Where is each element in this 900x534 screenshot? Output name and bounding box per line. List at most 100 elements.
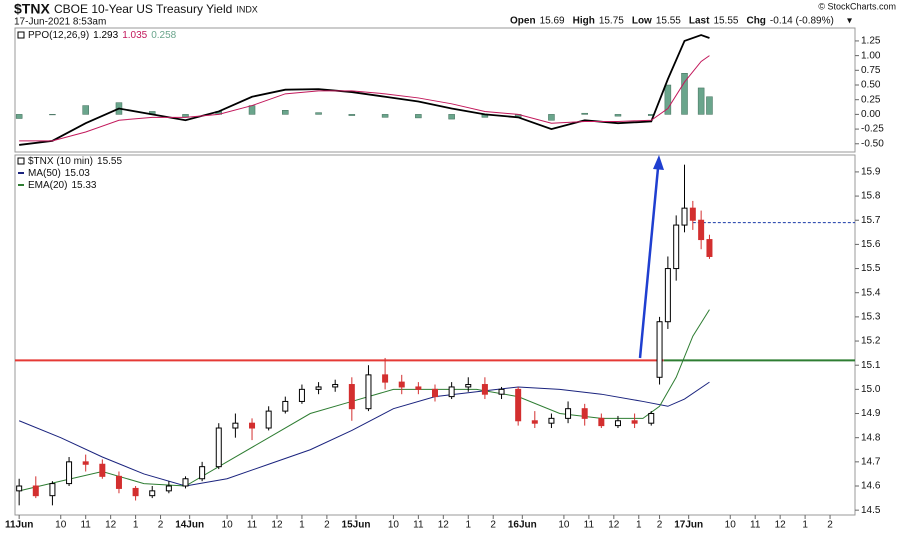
x-tick-label: 10 xyxy=(558,520,570,531)
candle-body xyxy=(673,224,680,270)
candle-body xyxy=(515,388,522,422)
annotation-arrow xyxy=(638,167,660,359)
y-tick-label: 15.4 xyxy=(861,287,881,298)
legend-value: 15.55 xyxy=(97,156,122,167)
credit: © StockCharts.com xyxy=(818,1,896,11)
x-tick-label: 11 xyxy=(750,520,761,531)
candle-body xyxy=(681,207,688,226)
candle-body xyxy=(365,374,372,410)
candle-body xyxy=(448,386,455,398)
x-tick-label: 1 xyxy=(133,520,139,531)
timestamp: 17-Jun-2021 8:53am xyxy=(14,17,106,28)
histogram-bar xyxy=(348,114,356,116)
x-tick-label: 11Jun xyxy=(5,520,33,531)
legend: $TNX (10 min) 15.55 xyxy=(28,156,122,167)
histogram-bar xyxy=(664,84,672,115)
ppo-panel xyxy=(14,27,856,153)
histogram-bar xyxy=(581,112,588,115)
y-tick-label: 15.2 xyxy=(861,336,881,347)
histogram-bar xyxy=(82,105,89,115)
candle-body xyxy=(648,413,655,424)
candle-body xyxy=(598,417,605,427)
candle-body xyxy=(689,207,696,221)
candle-body xyxy=(531,420,538,424)
indicator-line xyxy=(19,55,710,142)
indicator-line xyxy=(19,34,710,146)
candle-body xyxy=(432,388,438,398)
y-tick-label: 15.1 xyxy=(861,360,881,371)
candle-body xyxy=(232,422,239,429)
y-tick-label: 15.9 xyxy=(861,167,881,178)
candle-body xyxy=(382,374,389,383)
candle-body xyxy=(664,268,671,323)
candle-body xyxy=(631,420,638,424)
x-tick-label: 14Jun xyxy=(175,520,204,531)
legend: PPO(12,26,9) 1.293 1.035 0.258 xyxy=(28,30,177,41)
candle-body xyxy=(415,386,422,390)
candle-body xyxy=(265,410,272,429)
x-tick-label: 11 xyxy=(80,520,91,531)
candle-body xyxy=(99,463,106,477)
x-tick-label: 11 xyxy=(413,520,424,531)
y-tick-label: 1.00 xyxy=(861,50,881,61)
candle-body xyxy=(32,485,39,497)
legend-value: 0.258 xyxy=(151,30,176,41)
quote-label: Low xyxy=(632,16,652,27)
x-tick-label: 11 xyxy=(247,520,258,531)
candle-body xyxy=(481,384,488,395)
candle-body xyxy=(348,384,355,410)
histogram-bar xyxy=(15,114,23,119)
legend-label: PPO(12,26,9) xyxy=(28,30,89,41)
arrow-head xyxy=(653,155,664,170)
candle-body xyxy=(49,483,56,497)
y-tick-label: 15.3 xyxy=(861,312,881,323)
y-tick-label: 1.25 xyxy=(861,36,881,47)
y-tick-label: 15.0 xyxy=(861,384,881,395)
x-tick-label: 12 xyxy=(775,520,787,531)
y-tick-label: 14.6 xyxy=(861,481,881,492)
candle-body xyxy=(182,478,189,487)
symbol: $TNX xyxy=(14,1,50,17)
legend-value: 1.035 xyxy=(122,30,147,41)
histogram-bar xyxy=(415,114,422,119)
legend-value: 15.03 xyxy=(65,168,90,179)
x-tick-label: 2 xyxy=(657,520,663,531)
legend: EMA(20) 15.33 xyxy=(28,180,97,191)
dropdown-icon[interactable]: ▾ xyxy=(847,16,852,27)
y-tick-label: 15.8 xyxy=(861,191,881,202)
legend-value: 15.33 xyxy=(71,180,96,191)
x-tick-label: 2 xyxy=(324,520,330,531)
y-tick-label: 15.5 xyxy=(861,263,881,274)
average-line xyxy=(18,381,710,487)
average-line xyxy=(19,309,710,492)
x-tick-label: 12 xyxy=(438,520,450,531)
quote-label: Chg xyxy=(746,16,765,27)
candle-body xyxy=(298,388,305,402)
x-tick-label: 10 xyxy=(222,520,234,531)
legend-label: $TNX (10 min) xyxy=(28,156,93,167)
y-tick-label: 0.75 xyxy=(861,65,881,76)
x-tick-label: 15Jun xyxy=(342,520,371,531)
histogram-bar xyxy=(49,114,56,116)
histogram-bar xyxy=(248,105,256,115)
x-tick-label: 1 xyxy=(299,520,305,531)
quote-value: -0.14 (-0.89%) xyxy=(770,16,834,27)
histogram-bar xyxy=(614,114,622,117)
quote-label: Open xyxy=(510,16,536,27)
x-tick-label: 12 xyxy=(271,520,283,531)
histogram-bar xyxy=(681,73,688,115)
x-tick-label: 2 xyxy=(827,520,833,531)
quote-label: Last xyxy=(689,16,710,27)
candle-body xyxy=(199,466,206,480)
candle-body xyxy=(565,408,572,419)
quote-value: 15.75 xyxy=(599,16,624,27)
histogram-bar xyxy=(697,87,705,115)
legend: MA(50) 15.03 xyxy=(28,168,90,179)
y-tick-label: 0.25 xyxy=(861,94,881,105)
candle-body xyxy=(165,485,172,492)
legend-swatch xyxy=(17,157,25,165)
candle-body xyxy=(132,487,139,497)
y-tick-label: 14.7 xyxy=(861,456,881,467)
candle-body xyxy=(465,384,472,388)
x-tick-label: 1 xyxy=(465,520,471,531)
